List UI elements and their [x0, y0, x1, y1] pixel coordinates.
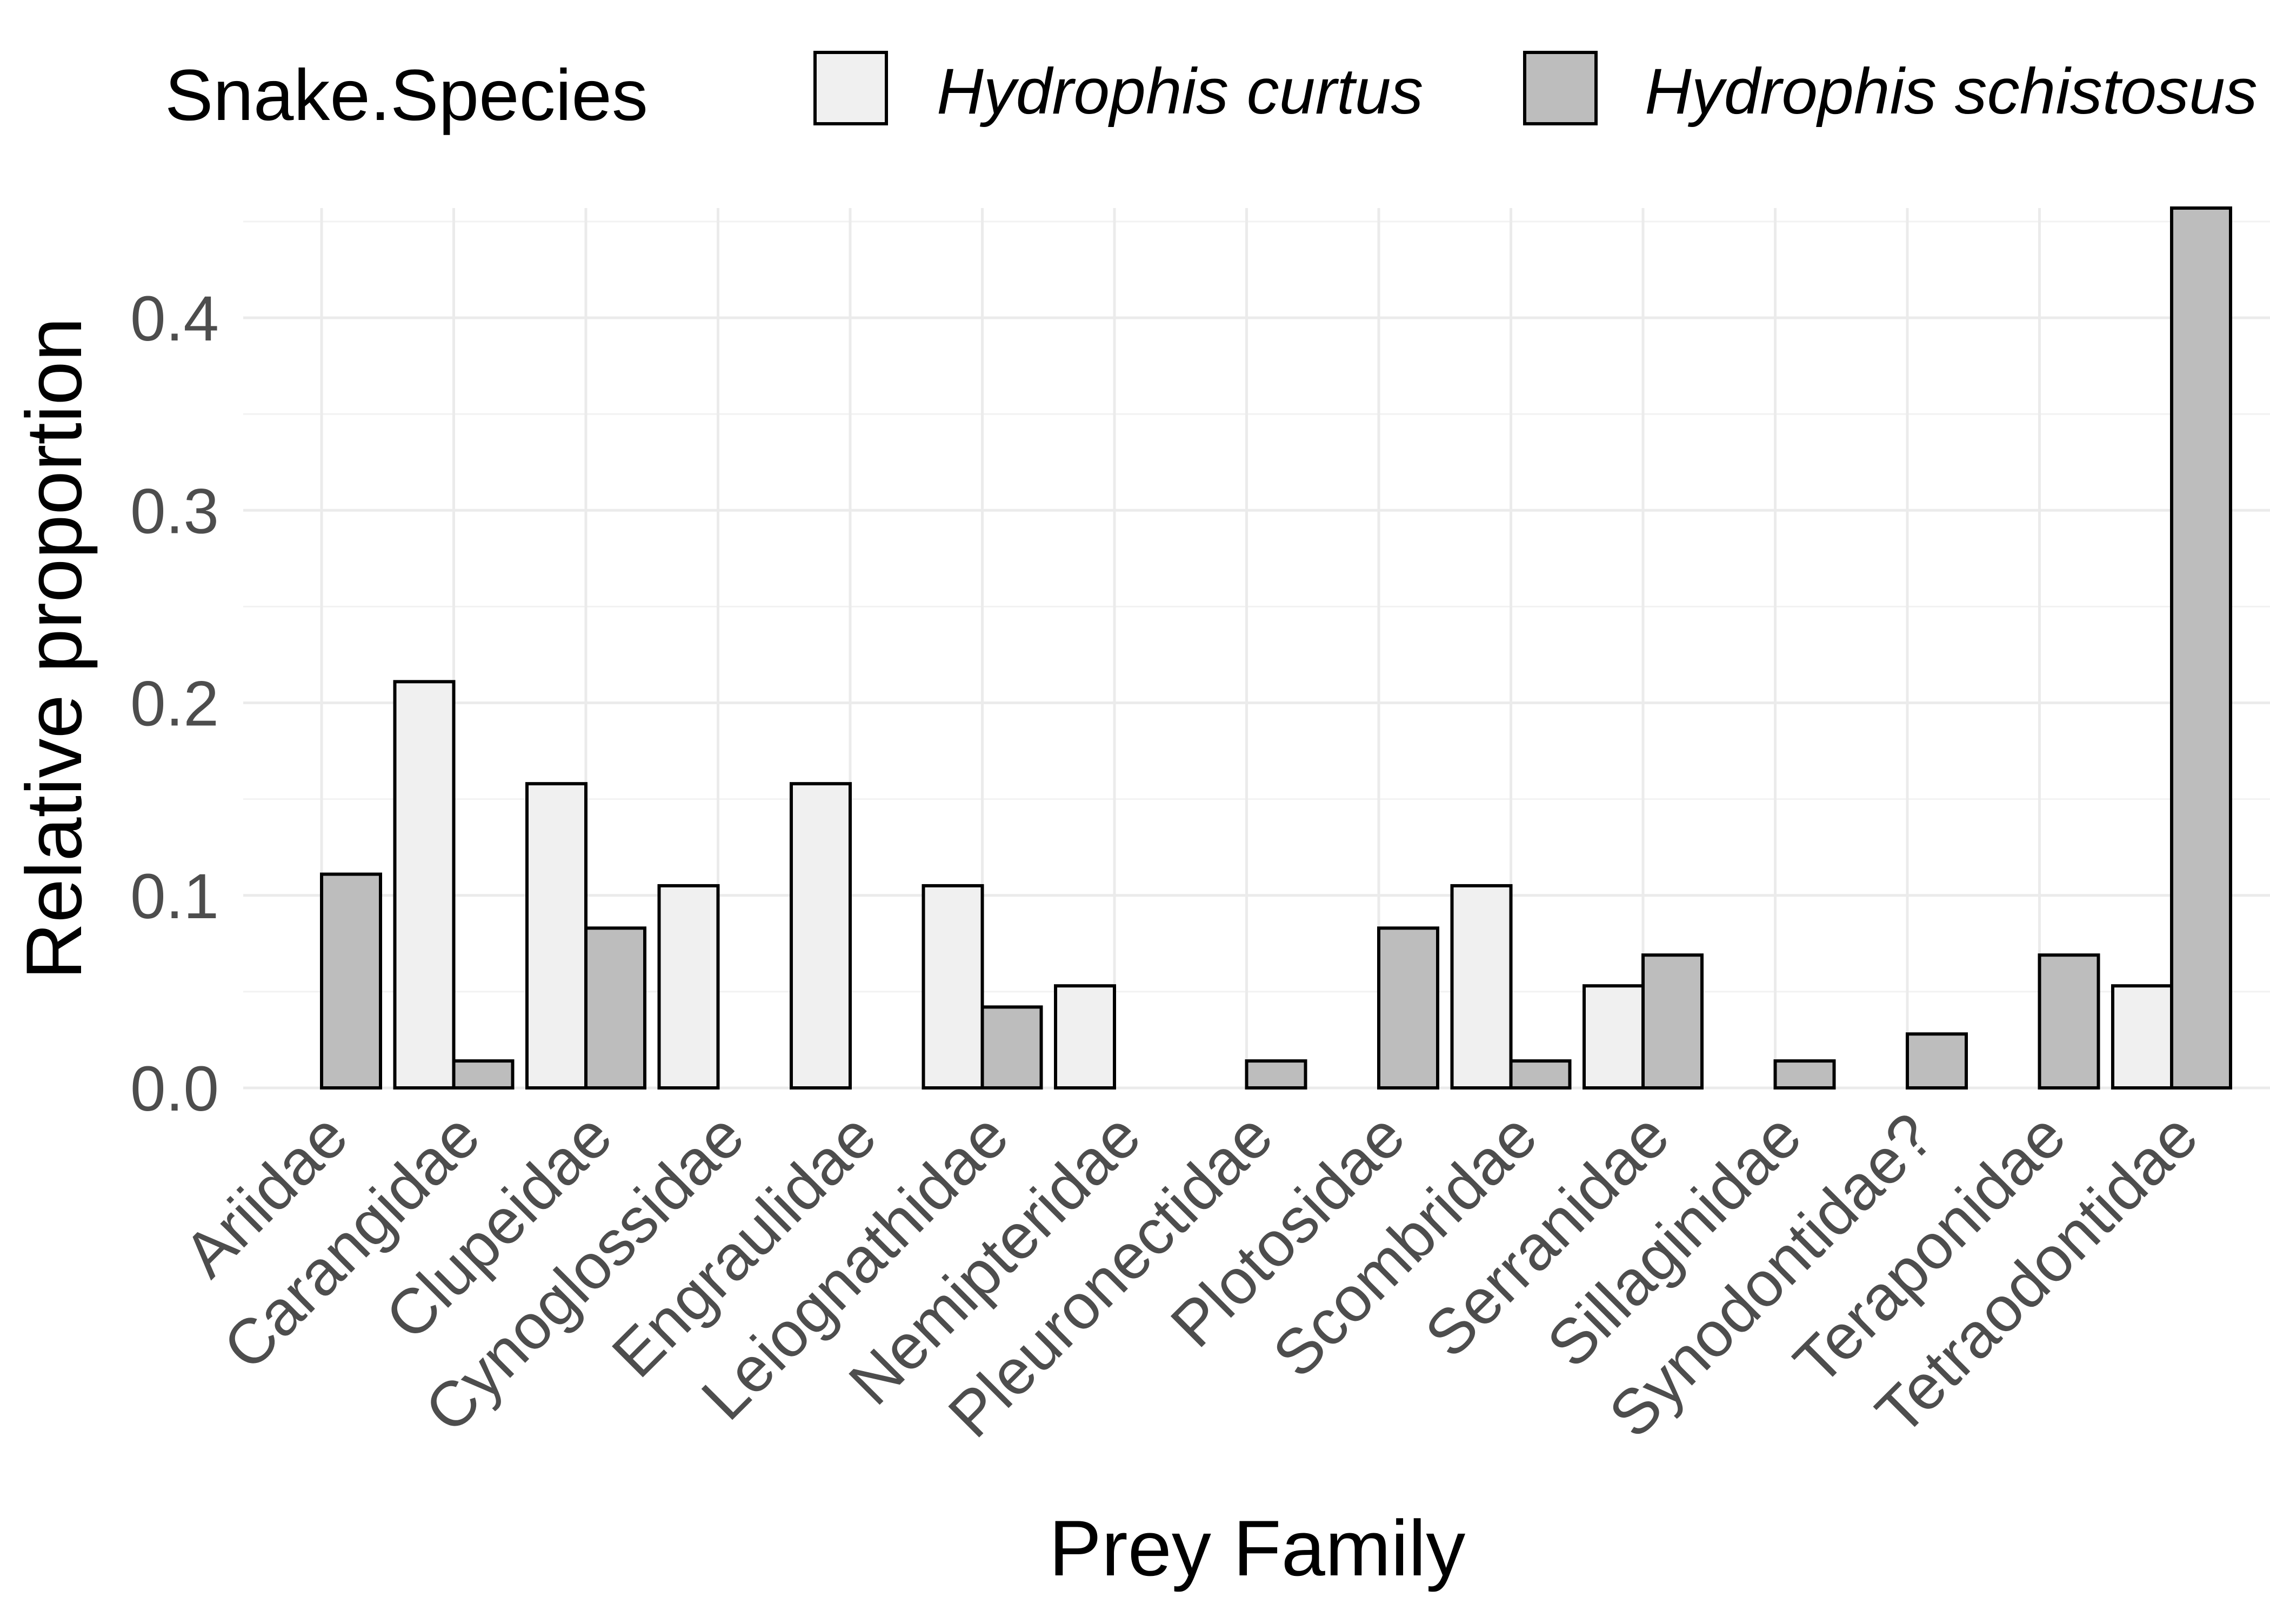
bar-scombridae-hydrophis-curtus — [1450, 884, 1513, 1090]
legend: Snake.Species Hydrophis curtus Hydrophis… — [165, 51, 2258, 136]
bars — [320, 206, 2232, 1090]
bar-synodontidae-hydrophis-schistosus — [1906, 1032, 1968, 1090]
legend-label-hydrophis-schistosus: Hydrophis schistosus — [1645, 55, 2258, 128]
x-axis-ticks: AriidaeCarangidaeClupeidaeCynoglossidaeE… — [170, 1100, 2211, 1451]
bar-tetraodontidae-hydrophis-curtus — [2111, 984, 2173, 1090]
y-axis-title: Relative proportion — [10, 317, 98, 979]
bar-tetraodontidae-hydrophis-schistosus — [2170, 206, 2232, 1090]
bar-plotosidae-hydrophis-schistosus — [1377, 926, 1439, 1090]
y-tick-label: 0.2 — [130, 669, 219, 740]
legend-label-hydrophis-curtus: Hydrophis curtus — [937, 55, 1423, 128]
bar-nemipteridae-hydrophis-curtus — [1054, 984, 1116, 1090]
legend-title: Snake.Species — [165, 55, 648, 136]
bar-sillaginidae-hydrophis-schistosus — [1773, 1059, 1836, 1090]
y-tick-label: 0.3 — [130, 476, 219, 547]
legend-swatch-hydrophis-curtus — [813, 51, 888, 125]
bar-leiognathidae-hydrophis-curtus — [922, 884, 984, 1090]
bar-engraulidae-hydrophis-curtus — [790, 782, 852, 1090]
bar-cynoglossidae-hydrophis-curtus — [657, 884, 720, 1090]
bar-clupeidae-hydrophis-schistosus — [584, 926, 646, 1090]
bar-pleuronectidae-hydrophis-schistosus — [1245, 1059, 1307, 1090]
bar-clupeidae-hydrophis-curtus — [525, 782, 587, 1090]
legend-swatch-hydrophis-schistosus — [1523, 51, 1598, 125]
bar-carangidae-hydrophis-schistosus — [452, 1059, 515, 1090]
y-tick-label: 0.4 — [130, 283, 219, 355]
bar-carangidae-hydrophis-curtus — [393, 680, 456, 1090]
bar-serranidae-hydrophis-curtus — [1583, 984, 1645, 1090]
x-axis-title: Prey Family — [1049, 1504, 1466, 1592]
bar-ariidae-hydrophis-schistosus — [320, 872, 382, 1090]
y-tick-label: 0.1 — [130, 861, 219, 932]
bar-scombridae-hydrophis-schistosus — [1509, 1059, 1572, 1090]
bar-teraponidae-hydrophis-schistosus — [2038, 953, 2100, 1090]
y-axis-ticks: 0.0 0.1 0.2 0.3 0.4 — [130, 283, 219, 1125]
y-tick-label: 0.0 — [130, 1053, 219, 1125]
bar-leiognathidae-hydrophis-schistosus — [980, 1005, 1043, 1090]
bar-serranidae-hydrophis-schistosus — [1641, 953, 1704, 1090]
